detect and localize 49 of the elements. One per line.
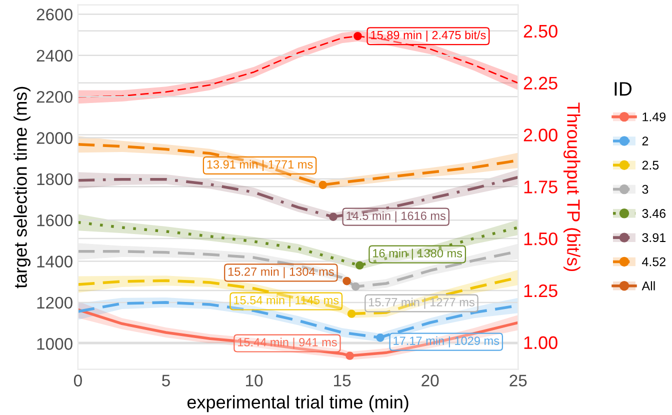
point: [329, 212, 338, 221]
point: [346, 352, 354, 360]
y2-tick-label: 2.50: [524, 24, 558, 38]
point: [376, 333, 384, 342]
data-label: 15.77 min | 1277 ms: [369, 298, 474, 309]
y-tick-label: 2200: [36, 90, 72, 103]
legend-label: 2: [642, 136, 648, 146]
x-tick-label: 10: [246, 374, 263, 386]
y-tick-label: 1000: [37, 338, 72, 350]
data-label: 15.89 min | 2.475 bit/s: [371, 30, 486, 42]
y-axis-title: target selection time (ms): [14, 86, 30, 288]
y-tick-label: 1600: [37, 214, 72, 226]
legend-title: ID: [614, 82, 632, 96]
legend-label: 3.46: [642, 209, 666, 218]
y2-tick-label: 2.25: [524, 76, 558, 90]
y2-tick-label: 1.50: [524, 232, 558, 246]
y2-tick-label: 1.75: [524, 180, 558, 194]
y2-tick-label: 1.25: [524, 284, 558, 298]
y2-tick-label: 1.00: [524, 336, 558, 350]
y2-axis-title: Throughput TP (bit/s): [564, 102, 580, 272]
legend-label: 1.49: [642, 112, 666, 122]
point: [342, 276, 351, 286]
x-tick-label: 5: [162, 374, 170, 386]
point: [347, 310, 356, 318]
y2-tick-label: 2.00: [524, 128, 558, 142]
data-label: 16 min | 1380 ms: [373, 248, 462, 260]
x-axis-title: experimental trial time (min): [187, 395, 408, 412]
legend-label: All: [642, 281, 655, 290]
y-tick-label: 1400: [37, 256, 72, 268]
x-tick-label: 15: [334, 374, 351, 386]
legend-label: 4.52: [642, 257, 666, 266]
x-tick-label: 25: [510, 374, 527, 386]
point: [351, 282, 360, 291]
data-label: 13.91 min | 1771 ms: [207, 160, 313, 171]
y-tick-label: 2600: [36, 8, 72, 20]
x-tick-label: 20: [422, 374, 439, 386]
data-label: 15.27 min | 1304 ms: [228, 267, 334, 278]
point: [355, 261, 364, 270]
y-tick-label: 2000: [36, 132, 72, 144]
y-tick-label: 1200: [37, 296, 72, 309]
legend-label: 3: [642, 184, 648, 194]
data-label: 17.17 min | 1029 ms: [394, 336, 500, 348]
legend-label: 2.5: [642, 160, 659, 170]
data-label: 14.5 min | 1616 ms: [346, 211, 446, 222]
legend-label: 3.91: [642, 233, 666, 242]
x-tick-label: 0: [74, 374, 82, 386]
y-tick-label: 1800: [37, 173, 72, 186]
y-tick-label: 2400: [36, 50, 72, 62]
point: [318, 180, 328, 190]
